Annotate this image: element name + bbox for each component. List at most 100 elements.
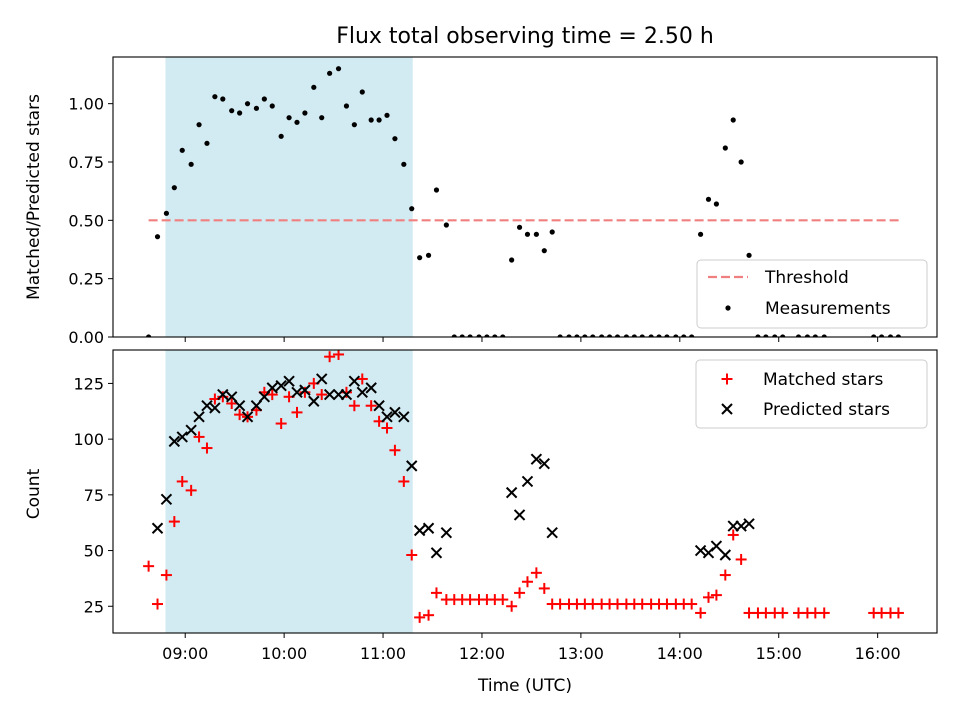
measurement-point (179, 147, 185, 153)
measurement-point (269, 103, 275, 109)
matched-star-point (818, 607, 830, 619)
measurement-point (359, 89, 365, 95)
measurement-point (639, 334, 645, 337)
measurement-point (673, 334, 679, 337)
x-tick-label: 16:00 (855, 644, 901, 663)
predicted-star-point (430, 547, 443, 559)
measurement-point (606, 334, 613, 337)
measurement-point (549, 229, 555, 235)
measurement-point (335, 66, 342, 72)
bottom-legend (695, 359, 928, 429)
matched-star-point (152, 598, 164, 610)
top-y-tick-label: 0.00 (68, 328, 104, 347)
predicted-star-point (735, 520, 747, 532)
legend-matched-swatch (721, 373, 733, 385)
matched-star-point (702, 591, 714, 603)
measurement-point (614, 334, 621, 337)
measurement-point (302, 110, 308, 116)
measurement-point (689, 334, 695, 337)
predicted-star-point (340, 388, 353, 401)
measurement-point (746, 252, 752, 258)
top-y-axis-label: Matched/Predicted stars (24, 94, 44, 300)
measurement-point (261, 96, 267, 102)
measurement-point (311, 84, 317, 90)
top-axes-frame (112, 56, 938, 338)
predicted-star-point (710, 540, 723, 552)
matched-star-point (514, 587, 526, 599)
matched-star-point (521, 576, 533, 588)
matched-star-point (530, 567, 542, 579)
predicted-star-point (209, 402, 221, 414)
measurement-point (188, 161, 194, 167)
predicted-star-point (422, 522, 435, 534)
measurement-point (376, 117, 382, 123)
predicted-star-point (505, 486, 518, 499)
measurement-point (697, 231, 704, 237)
predicted-star-point (413, 524, 426, 537)
matched-star-point (160, 569, 172, 581)
bottom-y-tick-label: 25 (84, 597, 104, 616)
matched-star-point (340, 386, 352, 398)
measurement-point (294, 119, 300, 125)
measurement-point (599, 334, 605, 337)
measurement-point (557, 334, 563, 337)
measurement-point (204, 140, 210, 146)
matched-star-point (506, 600, 518, 612)
matched-star-point (398, 475, 410, 487)
measurement-point (895, 334, 902, 337)
measurement-point (541, 248, 547, 254)
predicted-star-point (308, 395, 320, 407)
predicted-star-point (151, 522, 164, 534)
predicted-star-point (176, 431, 188, 443)
matched-star-point (406, 549, 418, 561)
measurement-point (253, 105, 260, 111)
x-tick-label: 13:00 (558, 644, 604, 663)
predicted-star-point (530, 453, 543, 465)
measurement-point (319, 115, 325, 121)
predicted-star-point (365, 382, 377, 394)
predicted-star-point (348, 375, 361, 387)
matched-star-point (234, 409, 246, 421)
measurement-point (738, 159, 744, 165)
matched-star-point (414, 611, 426, 623)
predicted-star-point (719, 549, 732, 561)
predicted-star-point (398, 411, 410, 423)
matched-star-point (538, 582, 550, 594)
bottom-y-tick-label: 100 (73, 430, 104, 449)
measurement-point (887, 334, 894, 337)
measurement-point (278, 133, 284, 139)
predicted-star-point (406, 460, 418, 472)
measurement-point (681, 334, 687, 337)
predicted-star-point (521, 475, 534, 488)
measurement-point (574, 334, 580, 337)
legend-measurements-label: Measurements (765, 299, 891, 319)
predicted-star-point (373, 400, 385, 412)
predicted-star-point (168, 435, 181, 448)
measurement-point (705, 196, 712, 202)
matched-star-point (185, 484, 197, 496)
predicted-star-point (275, 379, 287, 392)
predicted-star-point (283, 375, 295, 387)
measurement-point (722, 145, 728, 151)
measurement-point (871, 334, 877, 337)
predicted-star-point (440, 527, 453, 539)
predicted-star-point (258, 391, 271, 403)
predicted-star-point (250, 400, 263, 412)
x-tick-label: 09:00 (162, 644, 208, 663)
legend-matched-label: Matched stars (763, 370, 883, 390)
measurement-point (433, 187, 440, 193)
predicted-star-point (201, 400, 213, 412)
measurement-point (484, 334, 490, 337)
matched-star-point (423, 609, 435, 621)
matched-star-point (333, 350, 345, 360)
predicted-star-point (217, 388, 229, 401)
matched-star-point (348, 400, 360, 412)
predicted-star-point (694, 544, 707, 557)
matched-star-point (686, 598, 698, 610)
matched-star-point (316, 389, 328, 401)
measurement-point (327, 70, 333, 76)
predicted-star-point (356, 386, 368, 399)
measurement-point (533, 231, 539, 237)
measurement-point (713, 201, 720, 207)
measurement-point (664, 334, 670, 337)
